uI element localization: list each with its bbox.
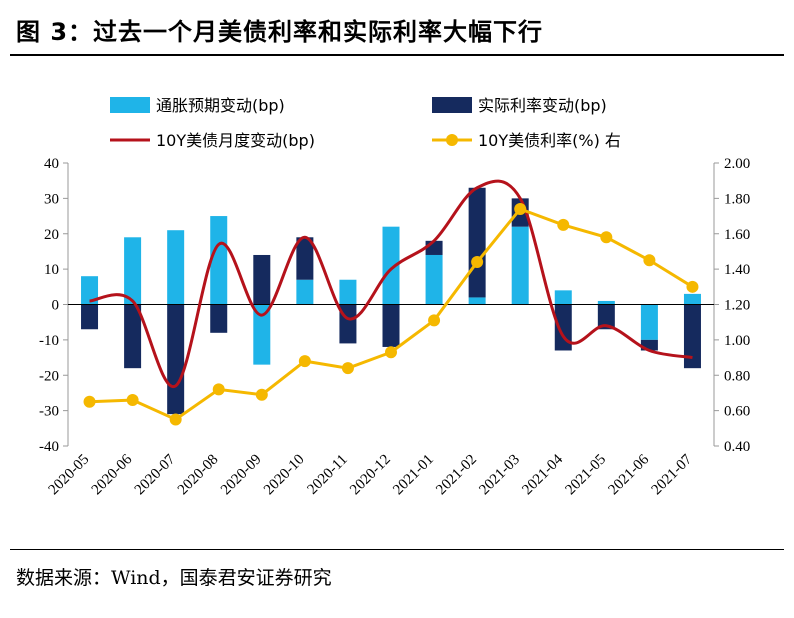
real-rate-bar: [296, 237, 314, 280]
real-rate-bar: [640, 339, 658, 351]
left-tick-label: -20: [39, 368, 59, 384]
right-tick-label: 1.40: [724, 262, 750, 278]
us10y-yield-point: [385, 346, 397, 359]
inflation-expectation-bar: [210, 216, 228, 305]
x-tick-label: 2020-08: [175, 452, 222, 499]
us10y-yield-point: [83, 395, 96, 408]
real-rate-bar: [425, 240, 443, 255]
x-tick-label: 2020-10: [261, 452, 308, 499]
real-rate-bar: [210, 304, 228, 333]
left-tick-label: 10: [44, 262, 59, 278]
inflation-expectation-bar: [167, 230, 185, 305]
inflation-expectation-bar: [554, 290, 572, 305]
left-tick-label: 0: [52, 298, 60, 314]
legend-us10y-monthly-change-label: 10Y美债月度变动(bp): [156, 131, 315, 150]
legend-inflation-expectation-label: 通胀预期变动(bp): [156, 96, 285, 115]
inflation-expectation-bar: [683, 293, 701, 305]
x-tick-label: 2021-01: [390, 452, 437, 499]
us10y-yield-point: [428, 314, 441, 327]
us10y-yield-point: [341, 362, 354, 375]
left-tick-label: -40: [39, 439, 59, 455]
chart-title: 图 3：过去一个月美债利率和实际利率大幅下行: [16, 18, 544, 46]
real-rate-bar: [124, 304, 142, 369]
legend-us10y-yield-marker: [446, 134, 458, 146]
us10y-yield-point: [557, 218, 570, 231]
left-tick-label: 30: [44, 191, 59, 207]
x-tick-label: 2020-07: [132, 451, 179, 498]
chart: 40 30 20 10 0 -10 -20 -30 -40 2.00 1.80 1.60 1.40 1.2…: [39, 96, 750, 499]
legend-inflation-expectation-swatch: [110, 97, 150, 113]
inflation-expectation-bar: [81, 276, 99, 305]
right-tick-label: 1.80: [724, 191, 750, 207]
real-rate-bar: [382, 304, 400, 347]
real-rate-bar: [253, 254, 271, 305]
right-tick-label: 0.60: [724, 404, 750, 420]
real-rate-bar: [683, 304, 701, 369]
us10y-yield-point: [600, 231, 613, 244]
x-tick-label: 2021-05: [562, 452, 609, 499]
left-tick-label: 40: [44, 156, 59, 172]
x-tick-label: 2021-03: [476, 452, 523, 499]
inflation-expectation-bar: [597, 300, 615, 305]
legend-real-rate-label: 实际利率变动(bp): [478, 96, 607, 115]
right-tick-label: 2.00: [724, 156, 750, 172]
us10y-yield-point: [169, 413, 182, 426]
x-tick-label: 2020-11: [304, 452, 350, 498]
legend-us10y-yield-label: 10Y美债利率(%) 右: [478, 131, 621, 150]
x-tick-label: 2020-06: [89, 451, 136, 498]
us10y-monthly-change-line: [89, 179, 693, 388]
x-tick-label: 2021-06: [606, 451, 653, 498]
inflation-expectation-bar: [296, 279, 314, 305]
us10y-yield-point: [514, 202, 527, 215]
right-tick-label: 0.40: [724, 439, 750, 455]
source-note: 数据来源：Wind，国泰君安证券研究: [16, 567, 332, 589]
us10y-yield-point: [126, 394, 139, 407]
inflation-expectation-bar: [425, 254, 443, 305]
inflation-expectation-bar: [339, 279, 357, 305]
us10y-yield-point: [298, 355, 311, 368]
left-tick-label: -30: [39, 404, 59, 420]
right-tick-label: 0.80: [724, 368, 750, 384]
title-divider: [10, 54, 784, 56]
real-rate-bar: [167, 304, 185, 415]
real-rate-bar: [597, 304, 615, 330]
inflation-expectation-bar: [511, 226, 529, 305]
source-divider: [10, 549, 784, 550]
left-tick-label: 20: [44, 227, 59, 243]
inflation-expectation-bar: [468, 297, 486, 305]
real-rate-bar: [81, 304, 99, 330]
us10y-yield-point: [643, 254, 656, 267]
us10y-yield-point: [255, 388, 268, 401]
real-rate-bar: [554, 304, 572, 351]
x-tick-label: 2021-02: [433, 452, 480, 499]
x-tick-label: 2020-05: [46, 452, 93, 499]
inflation-expectation-bar: [253, 304, 271, 365]
x-tick-label: 2020-12: [347, 452, 394, 499]
x-tick-label: 2021-07: [649, 451, 696, 498]
legend-real-rate-swatch: [432, 97, 472, 113]
left-tick-label: -10: [39, 333, 59, 349]
x-tick-label: 2021-04: [519, 451, 566, 498]
inflation-expectation-bar: [124, 237, 142, 305]
us10y-yield-point: [686, 280, 699, 293]
real-rate-bar: [468, 187, 486, 298]
x-tick-label: 2020-09: [218, 452, 265, 499]
inflation-expectation-bar: [382, 226, 400, 305]
right-tick-label: 1.00: [724, 333, 750, 349]
right-tick-label: 1.60: [724, 227, 750, 243]
inflation-expectation-bar: [640, 304, 658, 340]
right-tick-label: 1.20: [724, 298, 750, 314]
us10y-yield-point: [471, 256, 484, 269]
us10y-yield-point: [212, 383, 225, 396]
